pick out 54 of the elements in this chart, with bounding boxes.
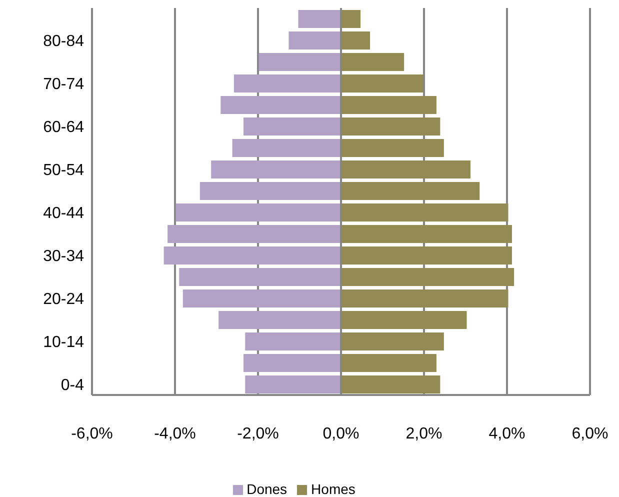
bar [245,376,341,394]
legend-label: Dones [246,481,288,497]
bar [258,53,341,71]
bar [341,268,514,286]
bar [182,290,341,308]
bar [341,182,480,200]
bar [232,139,341,157]
bar [341,354,436,372]
bar [341,376,440,394]
bar [341,204,508,222]
bar [341,290,508,308]
bar [341,74,424,92]
bar [341,118,440,136]
x-tick-label: 4,0% [488,425,526,442]
bar [341,96,436,114]
bar [211,160,341,178]
bar [243,118,341,136]
y-tick-label: 80-84 [43,32,84,50]
bar [200,182,341,200]
bar [341,53,404,71]
bar [341,160,470,178]
legend-label: Homes [311,481,356,497]
bar [243,354,341,372]
y-tick-label: 50-54 [43,162,84,179]
bar [220,96,341,114]
x-tick-label: -2,0% [237,425,279,442]
y-tick-label: 40-44 [43,204,84,222]
bar [298,10,341,28]
bar [341,32,370,50]
y-tick-label: 70-74 [43,76,84,93]
y-tick-label: 20-24 [43,290,84,308]
bar [218,311,341,329]
bar [288,32,341,50]
y-tick-label: 10-14 [43,334,84,351]
y-tick-label: 30-34 [43,248,84,265]
bar [341,246,512,264]
bar [164,246,341,264]
bar [341,10,361,28]
y-tick-label: 0-4 [60,376,84,394]
x-tick-label: 2,0% [406,425,442,442]
bar [341,332,444,350]
bar [341,139,444,157]
y-tick-label: 60-64 [43,118,84,136]
bar [176,204,341,222]
x-tick-label: -6,0% [71,425,113,442]
x-tick-label: 0,0% [322,425,360,442]
bar [341,311,467,329]
bar [341,225,512,243]
bar [168,225,341,243]
bar [245,332,341,350]
x-tick-label: 6,0% [572,425,608,442]
x-tick-label: -4,0% [154,425,196,442]
bar [234,74,341,92]
bar [179,268,341,286]
